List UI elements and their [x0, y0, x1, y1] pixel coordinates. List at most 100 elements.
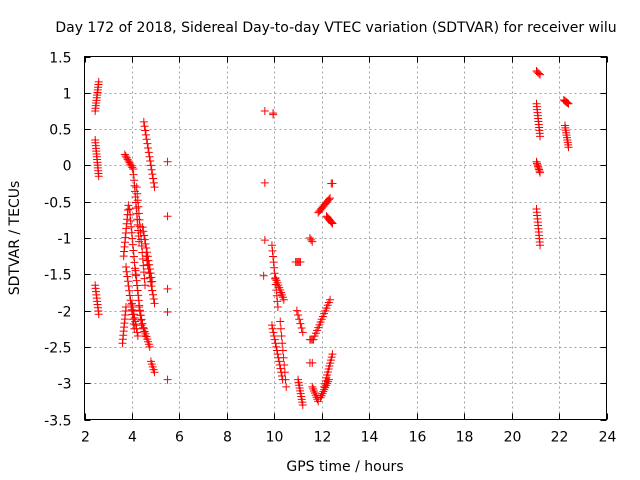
data-point: [536, 241, 545, 250]
data-point: [142, 256, 151, 265]
data-point: [148, 286, 157, 295]
data-point: [273, 302, 282, 311]
data-point: [270, 332, 279, 341]
data-point: [327, 218, 336, 227]
data-point: [126, 210, 135, 219]
data-point: [535, 167, 544, 176]
data-point: [139, 261, 148, 270]
x-tick-label: 20: [504, 430, 522, 446]
data-point: [124, 201, 133, 210]
data-point: [278, 339, 287, 348]
data-point: [94, 172, 103, 181]
data-point: [127, 301, 136, 310]
data-point: [137, 315, 146, 324]
data-point: [149, 295, 158, 304]
data-point: [133, 328, 142, 337]
data-point: [127, 228, 136, 237]
data-point: [268, 324, 277, 333]
data-point: [269, 109, 278, 118]
data-point: [131, 266, 140, 275]
x-tick-label: 6: [175, 430, 184, 446]
data-point: [120, 150, 129, 159]
data-point: [275, 357, 284, 366]
data-point: [279, 353, 288, 362]
data-point: [135, 302, 144, 311]
data-point: [122, 153, 131, 162]
data-point: [271, 339, 280, 348]
y-tick-label: -3.5: [44, 414, 71, 430]
data-point: [270, 335, 279, 344]
data-point: [139, 323, 148, 332]
data-point: [296, 257, 305, 266]
data-point: [282, 382, 291, 391]
data-point: [134, 209, 143, 218]
data-point: [149, 174, 158, 183]
plot-frame: [84, 56, 607, 420]
data-point: [272, 342, 281, 351]
y-tick-label: -1.5: [44, 268, 71, 284]
data-point: [137, 241, 146, 250]
data-point: [146, 157, 155, 166]
data-point: [145, 342, 154, 351]
x-tick-label: 14: [361, 430, 379, 446]
data-point: [134, 202, 143, 211]
data-point: [309, 386, 318, 395]
data-point: [133, 332, 142, 341]
data-point: [142, 252, 151, 261]
data-point: [163, 212, 172, 221]
data-point: [141, 126, 150, 135]
data-point: [273, 350, 282, 359]
data-point: [536, 132, 545, 141]
data-point: [124, 282, 133, 291]
data-point: [269, 328, 278, 337]
data-point: [146, 161, 155, 170]
data-point: [147, 282, 156, 291]
data-point: [267, 241, 276, 250]
data-point: [147, 165, 156, 174]
data-point: [309, 384, 318, 393]
data-point: [260, 236, 269, 245]
data-point: [140, 122, 149, 131]
data-point: [319, 387, 328, 396]
data-point: [536, 168, 545, 177]
x-axis-ticks: 2 4 6 8 10 12 14 16 18 20 22 24: [81, 56, 616, 446]
data-point: [140, 235, 149, 244]
data-point: [308, 358, 317, 367]
data-point: [328, 350, 337, 359]
data-point: [148, 290, 157, 299]
data-point: [127, 299, 136, 308]
data-point: [121, 152, 130, 161]
data-point: [142, 244, 151, 253]
data-point: [126, 216, 135, 225]
data-point: [143, 139, 152, 148]
data-point: [140, 231, 149, 240]
data-point: [125, 158, 134, 167]
data-point: [260, 106, 269, 115]
y-tick-label: -3: [58, 377, 72, 393]
data-point: [133, 196, 142, 205]
data-point: [138, 223, 147, 232]
data-point: [134, 291, 143, 300]
data-point: [276, 317, 285, 326]
data-point: [294, 310, 303, 319]
data-point: [534, 69, 543, 78]
data-point: [141, 281, 150, 290]
data-point: [146, 277, 155, 286]
data-point: [277, 332, 286, 341]
data-point: [139, 117, 148, 126]
data-point: [144, 265, 153, 274]
data-point: [273, 297, 282, 306]
data-point: [129, 310, 138, 319]
data-point: [278, 346, 287, 355]
data-point: [141, 130, 150, 139]
data-point: [142, 135, 151, 144]
x-tick-label: 22: [551, 430, 569, 446]
data-point: [281, 375, 290, 384]
data-point: [268, 246, 277, 255]
data-point: [317, 391, 326, 400]
y-tick-label: -2.5: [44, 341, 71, 357]
data-point: [135, 215, 144, 224]
data-point: [144, 148, 153, 157]
data-point: [143, 248, 152, 257]
